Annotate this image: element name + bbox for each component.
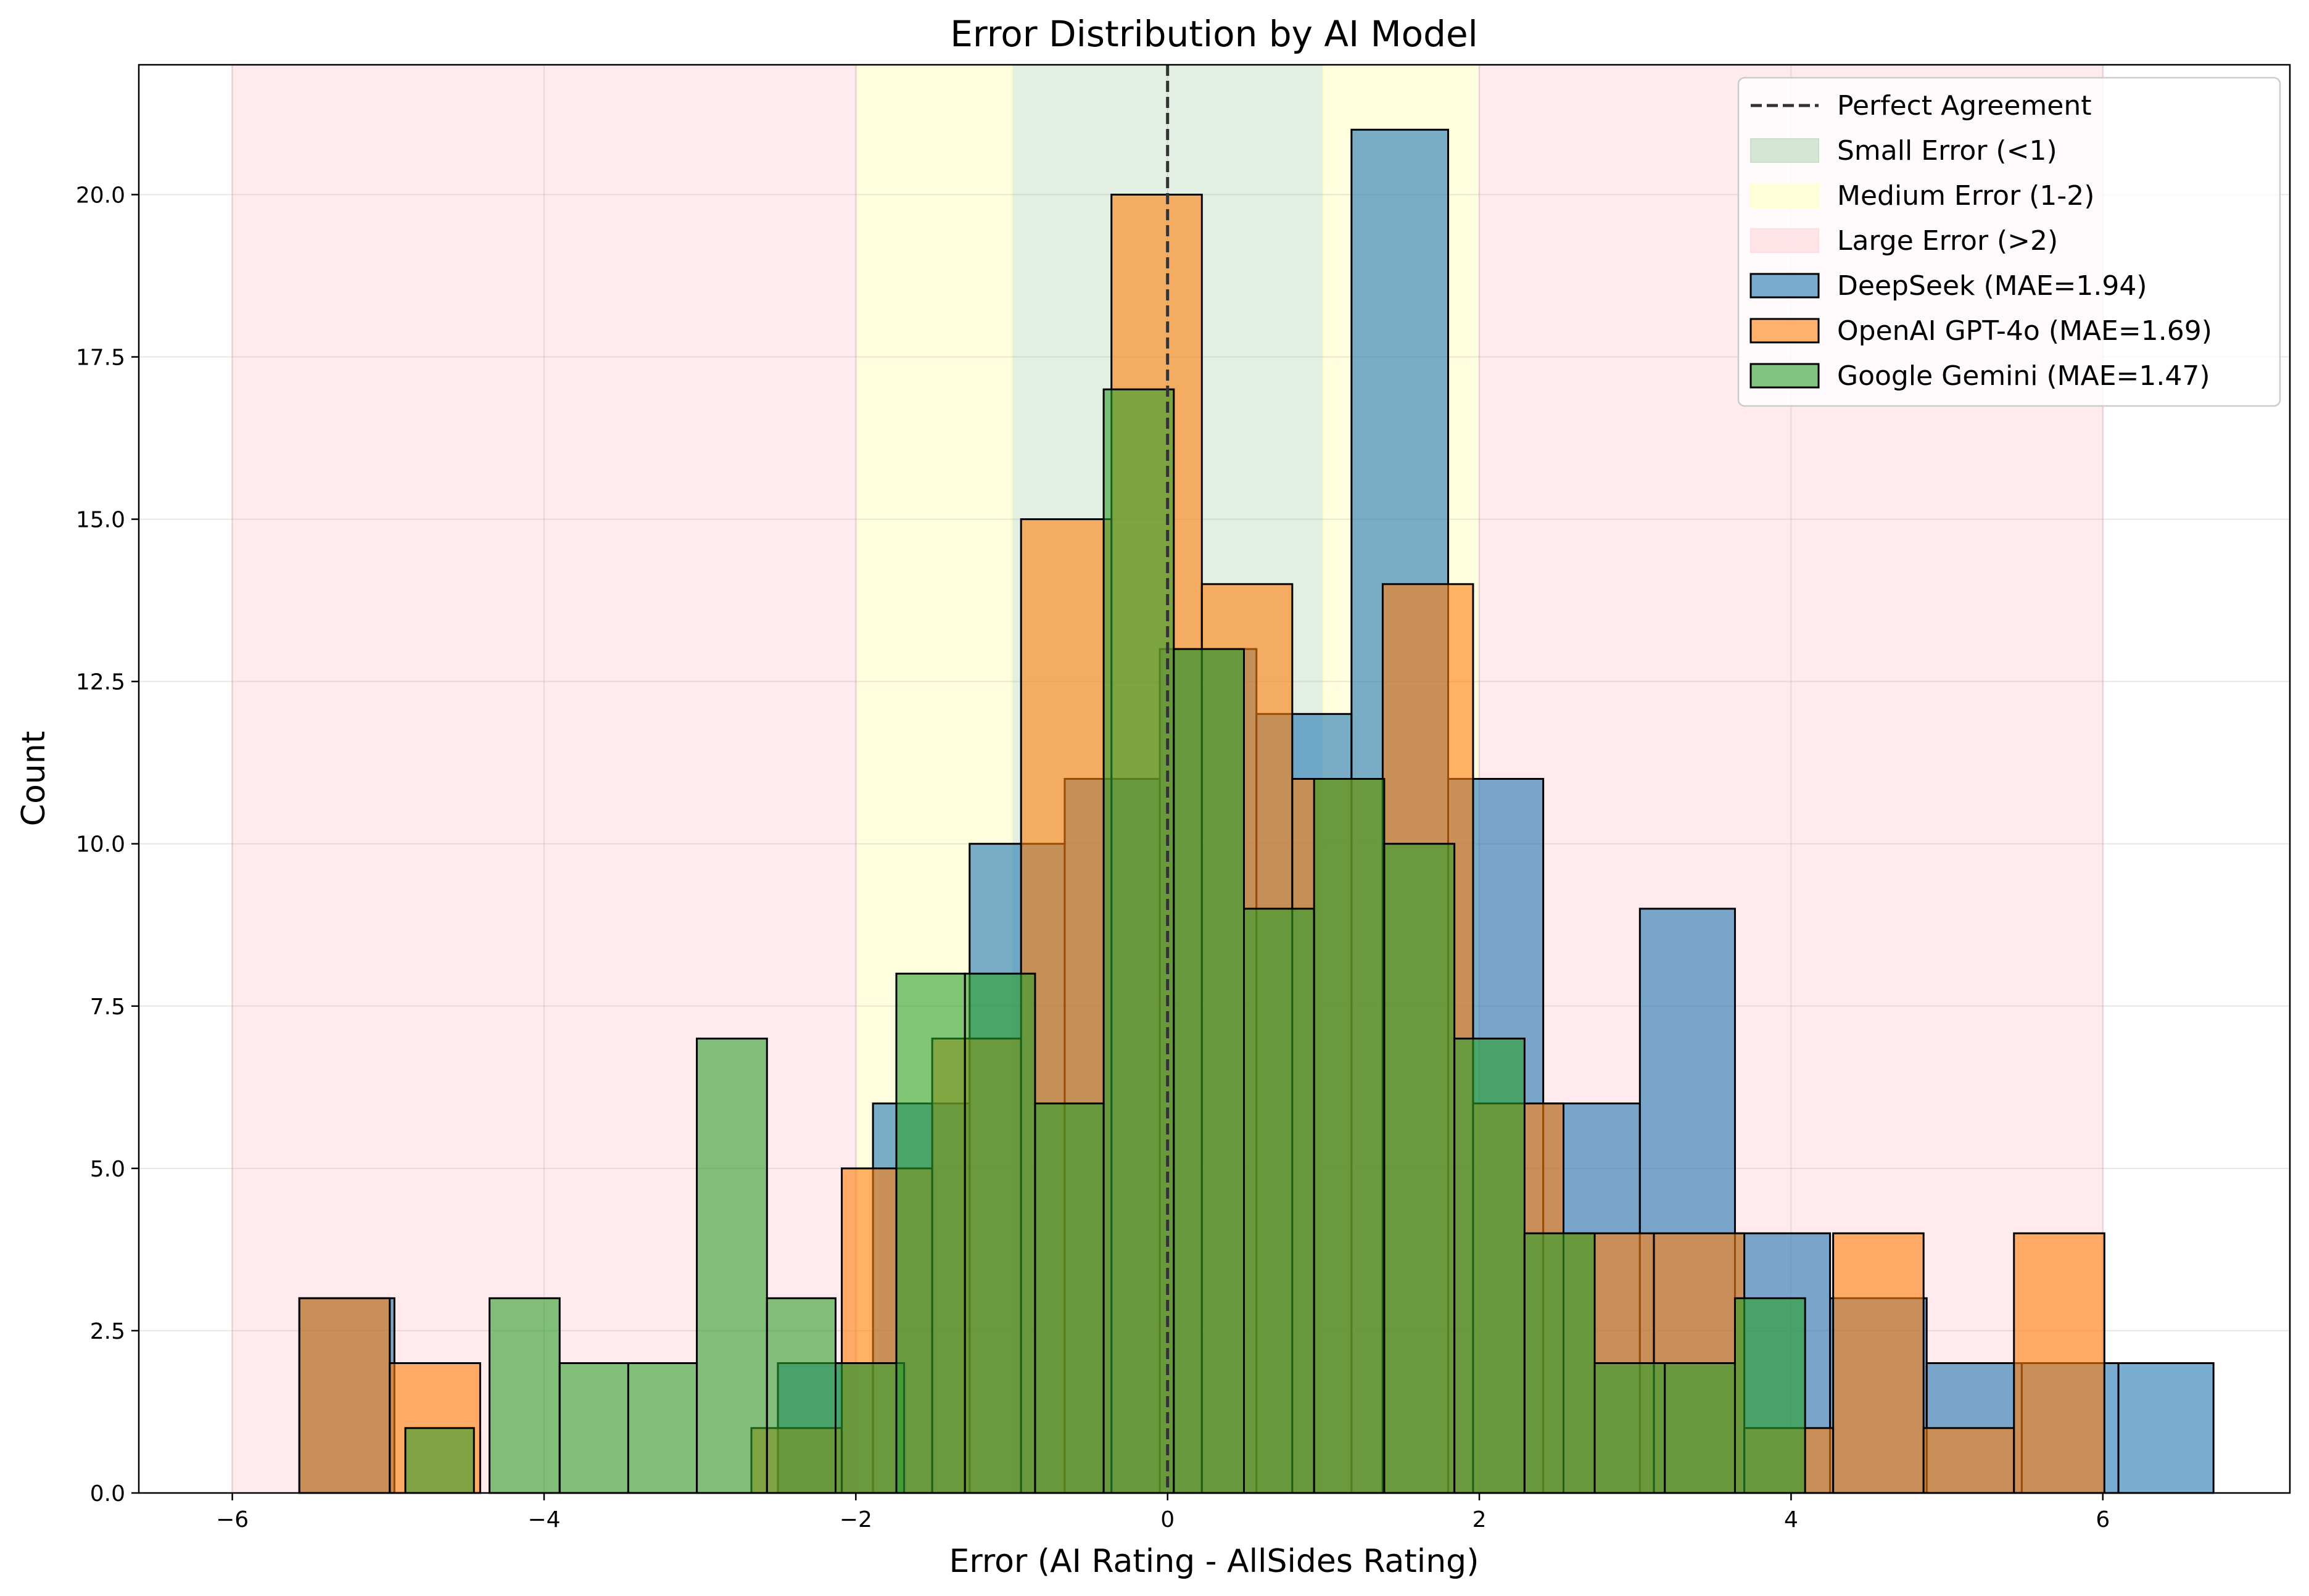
y-tick-label-0: 0.0 xyxy=(90,1481,125,1507)
y-axis-ticks: 0.0 2.5 5.0 7.5 10.0 12.5 15.0 17.5 20.0 xyxy=(76,183,139,1507)
bar-s2-7 xyxy=(895,972,966,1494)
legend-items: Perfect Agreement Small Error (<1) Medium … xyxy=(1749,90,2212,392)
legend-label-3: Large Error (>2) xyxy=(1837,225,2058,257)
x-tick-label-0: −6 xyxy=(216,1507,249,1532)
x-axis-ticks: −6 −4 −2 0 2 4 6 xyxy=(216,1493,2110,1532)
chart-title: Error Distribution by AI Model xyxy=(950,13,1478,55)
bar-s2-19 xyxy=(1733,1297,1806,1494)
bar-s2-11 xyxy=(1173,648,1245,1494)
bar-s2-1 xyxy=(489,1297,561,1494)
x-tick-label-5: 4 xyxy=(1784,1507,1798,1532)
y-tick-label-2: 5.0 xyxy=(90,1157,125,1182)
bar-s2-15 xyxy=(1453,1037,1526,1494)
legend-label-1: Small Error (<1) xyxy=(1837,135,2057,167)
bar-s1-0 xyxy=(298,1297,391,1494)
bar-s2-6 xyxy=(834,1362,906,1494)
plot-frame xyxy=(138,64,2291,1494)
bar-s2-14 xyxy=(1383,843,1456,1494)
bar-s2-12 xyxy=(1243,908,1315,1494)
x-tick-label-3: 0 xyxy=(1160,1507,1175,1532)
bar-s2-0 xyxy=(404,1427,475,1494)
bar-s2-17 xyxy=(1593,1362,1666,1494)
x-axis-label: Error (AI Rating - AllSides Rating) xyxy=(949,1543,1479,1580)
y-tick-label-1: 2.5 xyxy=(90,1319,125,1344)
legend-handle-1 xyxy=(1750,138,1819,163)
bar-s1-16 xyxy=(2013,1232,2105,1494)
legend-label-0: Perfect Agreement xyxy=(1837,90,2091,122)
bar-s2-16 xyxy=(1523,1232,1596,1494)
legend-label-5: OpenAI GPT-4o (MAE=1.69) xyxy=(1837,315,2212,347)
y-tick-label-5: 12.5 xyxy=(76,670,125,695)
legend-handle-6 xyxy=(1749,363,1820,389)
y-tick-label-3: 7.5 xyxy=(90,994,125,1020)
legend-handle-2 xyxy=(1750,183,1819,208)
bar-s2-8 xyxy=(964,972,1036,1494)
x-tick-label-6: 6 xyxy=(2096,1507,2110,1532)
legend-handle-4 xyxy=(1749,273,1820,299)
bar-s2-2 xyxy=(558,1362,629,1494)
legend-label-6: Google Gemini (MAE=1.47) xyxy=(1837,360,2210,392)
x-tick-label-4: 2 xyxy=(1473,1507,1487,1532)
bar-s2-9 xyxy=(1034,1102,1105,1494)
legend-label-4: DeepSeek (MAE=1.94) xyxy=(1837,270,2147,302)
legend: Perfect Agreement Small Error (<1) Medium … xyxy=(1737,76,2281,407)
bar-s2-4 xyxy=(696,1037,768,1494)
legend-handle-5 xyxy=(1749,318,1820,344)
bar-s2-10 xyxy=(1102,388,1175,1494)
legend-label-2: Medium Error (1-2) xyxy=(1837,180,2094,212)
bar-s2-5 xyxy=(766,1297,836,1494)
x-tick-label-2: −2 xyxy=(840,1507,872,1532)
y-tick-label-7: 17.5 xyxy=(76,345,125,371)
x-tick-label-1: −4 xyxy=(527,1507,560,1532)
y-axis-label: Count xyxy=(15,731,52,826)
bar-s1-14 xyxy=(1832,1232,1925,1494)
y-tick-label-6: 15.0 xyxy=(76,508,125,533)
bar-s2-3 xyxy=(627,1362,698,1494)
legend-frame xyxy=(1737,76,2281,407)
series-2 xyxy=(404,388,1806,1494)
bar-s1-15 xyxy=(1922,1427,2015,1494)
bar-s2-18 xyxy=(1664,1362,1736,1494)
bar-s0-15 xyxy=(2117,1362,2215,1494)
y-tick-label-8: 20.0 xyxy=(76,183,125,208)
y-tick-label-4: 10.0 xyxy=(76,832,125,858)
bar-s2-13 xyxy=(1313,778,1386,1494)
histogram-bars xyxy=(298,128,2215,1494)
legend-handle-3 xyxy=(1750,228,1819,253)
